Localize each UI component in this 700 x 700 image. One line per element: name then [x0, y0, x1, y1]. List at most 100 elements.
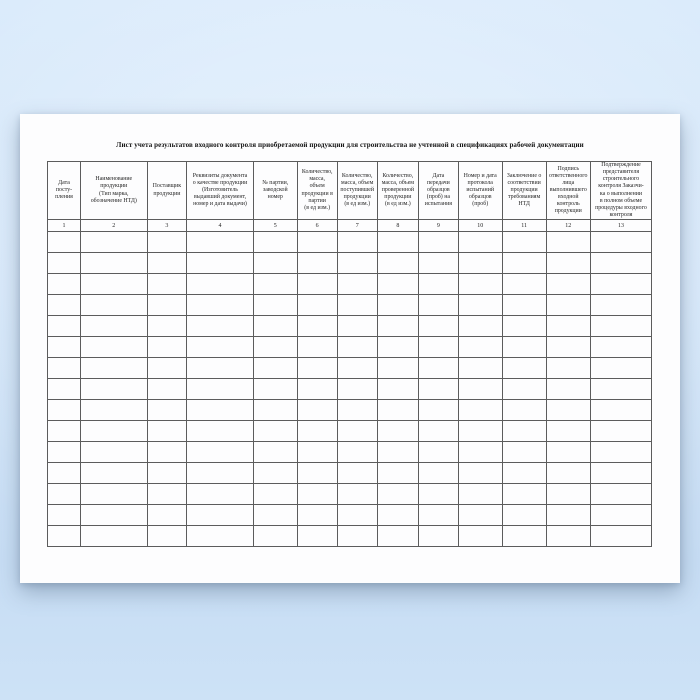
- body-cell: [376, 525, 419, 547]
- body-cell: [336, 252, 378, 274]
- table-row: [46, 252, 653, 274]
- body-cell: [501, 252, 547, 274]
- header-cell-col3: Поставщик продукции: [146, 161, 188, 220]
- body-cell: [80, 525, 148, 547]
- body-cell: [80, 483, 148, 505]
- body-cell: [589, 357, 653, 379]
- header-cell-col2: Наименование продукции (Тип марка, обозн…: [80, 161, 148, 220]
- body-cell: [186, 252, 254, 274]
- body-cell: [252, 483, 298, 505]
- body-cell: [457, 525, 503, 547]
- column-number-cell-1: 1: [46, 219, 82, 232]
- body-cell: [146, 504, 188, 526]
- body-cell: [46, 399, 82, 421]
- body-cell: [252, 525, 298, 547]
- body-cell: [589, 336, 653, 358]
- header-cell-col13: Подтверждение представителя строительног…: [589, 161, 653, 220]
- body-cell: [589, 294, 653, 316]
- body-cell: [80, 462, 148, 484]
- header-cell-col12: Подпись ответственного лица выполнившего…: [545, 161, 591, 220]
- body-cell: [417, 315, 459, 337]
- body-cell: [457, 315, 503, 337]
- body-cell: [545, 504, 591, 526]
- body-cell: [186, 420, 254, 442]
- table-row: [46, 273, 653, 295]
- table-row: [46, 420, 653, 442]
- body-cell: [336, 294, 378, 316]
- body-cell: [457, 294, 503, 316]
- body-cell: [545, 273, 591, 295]
- body-cell: [46, 441, 82, 463]
- body-cell: [46, 294, 82, 316]
- body-cell: [501, 462, 547, 484]
- body-cell: [457, 273, 503, 295]
- body-cell: [501, 420, 547, 442]
- body-cell: [501, 294, 547, 316]
- body-cell: [186, 294, 254, 316]
- page-title: Лист учета результатов входного контроля…: [116, 141, 584, 149]
- body-cell: [146, 336, 188, 358]
- body-cell: [457, 483, 503, 505]
- body-cell: [336, 315, 378, 337]
- body-cell: [146, 252, 188, 274]
- column-number-cell-6: 6: [296, 219, 338, 232]
- table-row: [46, 441, 653, 463]
- body-cell: [296, 231, 338, 253]
- body-cell: [46, 462, 82, 484]
- column-numbers-row: 1 2 3 4 5 6 7 8 9 10 11 12 13: [46, 219, 653, 232]
- body-cell: [545, 336, 591, 358]
- body-cell: [186, 441, 254, 463]
- body-cell: [146, 273, 188, 295]
- body-cell: [457, 231, 503, 253]
- body-cell: [80, 420, 148, 442]
- body-cell: [589, 483, 653, 505]
- body-cell: [417, 399, 459, 421]
- body-cell: [501, 357, 547, 379]
- column-number-cell-12: 12: [545, 219, 591, 232]
- body-cell: [376, 462, 419, 484]
- body-cell: [589, 420, 653, 442]
- body-cell: [80, 252, 148, 274]
- body-cell: [186, 231, 254, 253]
- body-cell: [296, 315, 338, 337]
- body-cell: [417, 483, 459, 505]
- column-number-cell-9: 9: [417, 219, 459, 232]
- body-cell: [80, 399, 148, 421]
- body-cell: [376, 378, 419, 400]
- document-page: Лист учета результатов входного контроля…: [20, 114, 680, 583]
- body-cell: [457, 504, 503, 526]
- body-cell: [80, 357, 148, 379]
- body-cell: [589, 462, 653, 484]
- column-number-cell-2: 2: [80, 219, 148, 232]
- body-cell: [376, 357, 419, 379]
- body-cell: [296, 252, 338, 274]
- body-cell: [336, 525, 378, 547]
- body-cell: [46, 252, 82, 274]
- body-cell: [376, 420, 419, 442]
- body-cell: [417, 252, 459, 274]
- body-cell: [296, 273, 338, 295]
- body-cell: [457, 462, 503, 484]
- body-cell: [417, 231, 459, 253]
- body-cell: [336, 504, 378, 526]
- results-table: Дата посту- пления Наименование продукции…: [46, 161, 653, 547]
- body-cell: [296, 504, 338, 526]
- header-cell-col6: Количество, масса, объем продукции в пар…: [296, 161, 338, 220]
- body-cell: [146, 420, 188, 442]
- body-cell: [296, 420, 338, 442]
- body-cell: [80, 441, 148, 463]
- body-cell: [501, 441, 547, 463]
- body-cell: [336, 273, 378, 295]
- body-cell: [46, 357, 82, 379]
- body-cell: [545, 378, 591, 400]
- header-cell-col9: Дата передачи образцов (проб) на испытан…: [417, 161, 459, 220]
- body-cell: [376, 315, 419, 337]
- body-cell: [186, 336, 254, 358]
- body-cell: [589, 378, 653, 400]
- body-cell: [589, 315, 653, 337]
- body-cell: [252, 420, 298, 442]
- body-cell: [545, 399, 591, 421]
- body-cell: [545, 483, 591, 505]
- column-number-cell-13: 13: [589, 219, 653, 232]
- table-row: [46, 504, 653, 526]
